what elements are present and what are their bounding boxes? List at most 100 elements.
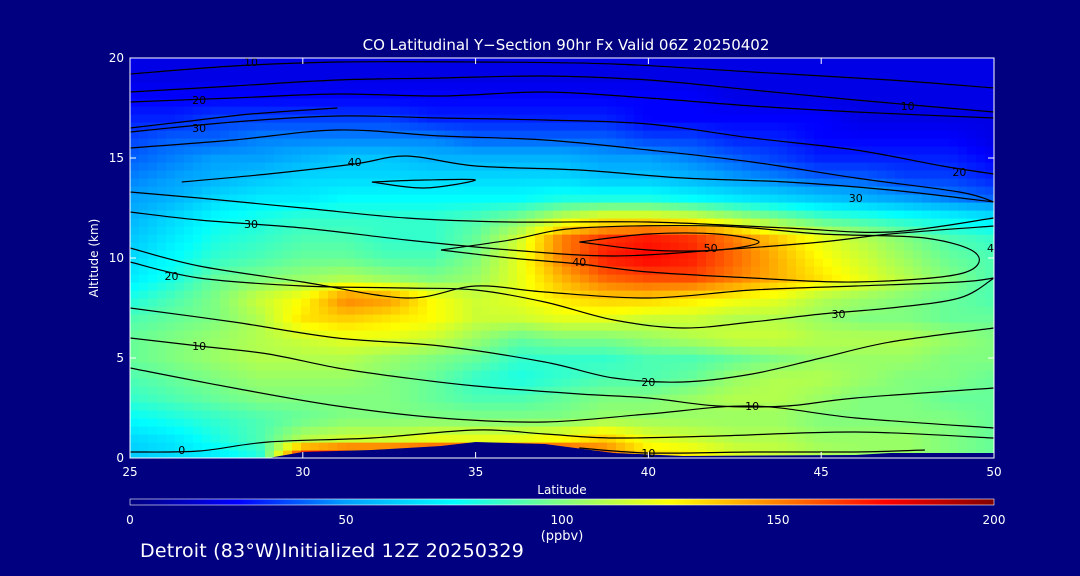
heat-cell (130, 170, 140, 179)
heat-cell (805, 226, 815, 235)
heat-cell (481, 218, 491, 227)
heat-cell (157, 82, 167, 91)
heat-cell (130, 402, 140, 411)
heat-cell (166, 274, 176, 283)
heat-cell (652, 186, 662, 195)
heat-cell (544, 170, 554, 179)
heat-cell (733, 330, 743, 339)
heat-cell (886, 434, 896, 443)
heat-cell (391, 218, 401, 227)
heat-cell (796, 58, 806, 67)
heat-cell (859, 218, 869, 227)
heat-cell (544, 146, 554, 155)
heat-cell (661, 386, 671, 395)
heat-cell (868, 66, 878, 75)
heat-cell (697, 90, 707, 99)
heat-cell (319, 242, 329, 251)
heat-cell (625, 282, 635, 291)
heat-cell (328, 410, 338, 419)
heat-cell (400, 210, 410, 219)
heat-cell (265, 210, 275, 219)
heat-cell (571, 130, 581, 139)
heat-cell (877, 66, 887, 75)
heat-cell (895, 426, 905, 435)
heat-cell (562, 226, 572, 235)
heat-cell (751, 290, 761, 299)
heat-cell (211, 154, 221, 163)
heat-cell (697, 386, 707, 395)
heat-cell (400, 226, 410, 235)
heat-cell (535, 314, 545, 323)
heat-cell (922, 282, 932, 291)
heat-cell (616, 162, 626, 171)
heat-cell (661, 346, 671, 355)
heat-cell (724, 226, 734, 235)
heat-cell (742, 122, 752, 131)
heat-cell (760, 74, 770, 83)
heat-cell (742, 82, 752, 91)
heat-cell (139, 258, 149, 267)
heat-cell (535, 186, 545, 195)
heat-cell (418, 298, 428, 307)
heat-cell (202, 242, 212, 251)
heat-cell (310, 346, 320, 355)
heat-cell (418, 178, 428, 187)
heat-cell (679, 146, 689, 155)
heat-cell (544, 266, 554, 275)
heat-cell (526, 154, 536, 163)
heat-cell (976, 426, 986, 435)
heat-cell (157, 346, 167, 355)
heat-cell (184, 138, 194, 147)
heat-cell (247, 266, 257, 275)
heat-cell (895, 170, 905, 179)
heat-cell (769, 394, 779, 403)
heat-cell (985, 242, 994, 251)
heat-cell (904, 290, 914, 299)
heat-cell (652, 210, 662, 219)
heat-cell (499, 250, 509, 259)
heat-cell (346, 274, 356, 283)
heat-cell (670, 250, 680, 259)
heat-cell (544, 434, 554, 443)
heat-cell (841, 138, 851, 147)
heat-cell (589, 170, 599, 179)
heat-cell (463, 146, 473, 155)
heat-cell (769, 322, 779, 331)
heat-cell (769, 362, 779, 371)
heat-cell (913, 114, 923, 123)
heat-cell (211, 138, 221, 147)
heat-cell (130, 210, 140, 219)
heat-cell (589, 274, 599, 283)
heat-cell (382, 82, 392, 91)
heat-cell (976, 306, 986, 315)
heat-cell (490, 434, 500, 443)
heat-cell (886, 266, 896, 275)
heat-cell (787, 154, 797, 163)
heat-cell (589, 58, 599, 67)
heat-cell (139, 146, 149, 155)
heat-cell (463, 330, 473, 339)
heat-cell (823, 290, 833, 299)
heat-cell (670, 242, 680, 251)
heat-cell (454, 266, 464, 275)
heat-cell (274, 202, 284, 211)
y-tick-label: 10 (109, 251, 124, 265)
heat-cell (724, 154, 734, 163)
heat-cell (571, 410, 581, 419)
heat-cell (895, 66, 905, 75)
heat-cell (751, 178, 761, 187)
heat-cell (949, 226, 959, 235)
heat-cell (724, 426, 734, 435)
heat-cell (499, 114, 509, 123)
heat-cell (562, 130, 572, 139)
heat-cell (967, 114, 977, 123)
heat-cell (643, 314, 653, 323)
heat-cell (877, 290, 887, 299)
heat-cell (256, 154, 266, 163)
heat-cell (364, 426, 374, 435)
heat-cell (859, 58, 869, 67)
heat-cell (760, 202, 770, 211)
heat-cell (301, 130, 311, 139)
heat-cell (130, 314, 140, 323)
heat-cell (796, 170, 806, 179)
